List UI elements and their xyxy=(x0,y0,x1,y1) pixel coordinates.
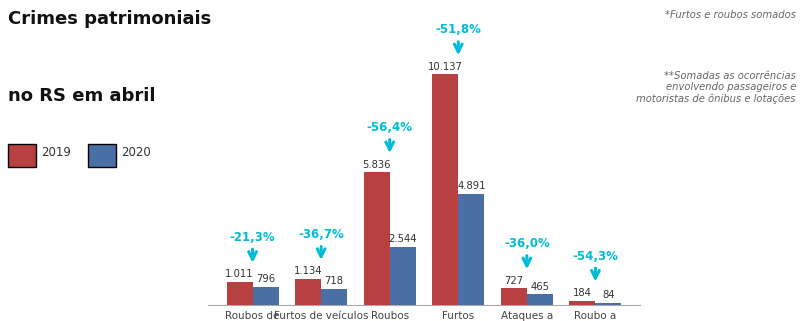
Bar xyxy=(390,247,416,305)
Text: **Somadas as ocorrências
envolvendo passageiros e
motoristas de ônibus e lotaçõe: **Somadas as ocorrências envolvendo pass… xyxy=(637,71,796,104)
Text: 727: 727 xyxy=(504,276,523,286)
Text: no RS em abril: no RS em abril xyxy=(8,87,155,105)
Bar xyxy=(595,303,622,305)
Text: 2019: 2019 xyxy=(42,146,71,159)
Text: 465: 465 xyxy=(530,282,550,292)
Text: 796: 796 xyxy=(256,274,275,284)
Text: 1.011: 1.011 xyxy=(226,269,254,279)
Bar xyxy=(226,282,253,305)
Bar xyxy=(570,301,595,305)
Bar xyxy=(527,294,553,305)
Text: 10.137: 10.137 xyxy=(428,62,462,72)
Text: 84: 84 xyxy=(602,290,614,300)
Text: 184: 184 xyxy=(573,288,592,298)
Text: -21,3%: -21,3% xyxy=(230,231,275,244)
Bar xyxy=(501,289,527,305)
Bar xyxy=(432,74,458,305)
Text: 5.836: 5.836 xyxy=(362,160,391,169)
Bar xyxy=(321,289,347,305)
Text: 2.544: 2.544 xyxy=(389,234,417,244)
Text: 4.891: 4.891 xyxy=(457,181,486,191)
Text: Crimes patrimoniais: Crimes patrimoniais xyxy=(8,10,211,28)
Text: 1.134: 1.134 xyxy=(294,266,322,276)
Text: 2020: 2020 xyxy=(122,146,151,159)
Text: -36,7%: -36,7% xyxy=(298,228,344,241)
Bar xyxy=(253,287,278,305)
Bar xyxy=(295,279,321,305)
Text: *Furtos e roubos somados: *Furtos e roubos somados xyxy=(665,10,796,20)
Text: -51,8%: -51,8% xyxy=(435,23,482,36)
Bar xyxy=(364,172,390,305)
Bar xyxy=(458,194,484,305)
Text: -54,3%: -54,3% xyxy=(573,249,618,263)
Text: 718: 718 xyxy=(325,276,344,286)
Text: -56,4%: -56,4% xyxy=(366,121,413,134)
Text: -36,0%: -36,0% xyxy=(504,237,550,250)
